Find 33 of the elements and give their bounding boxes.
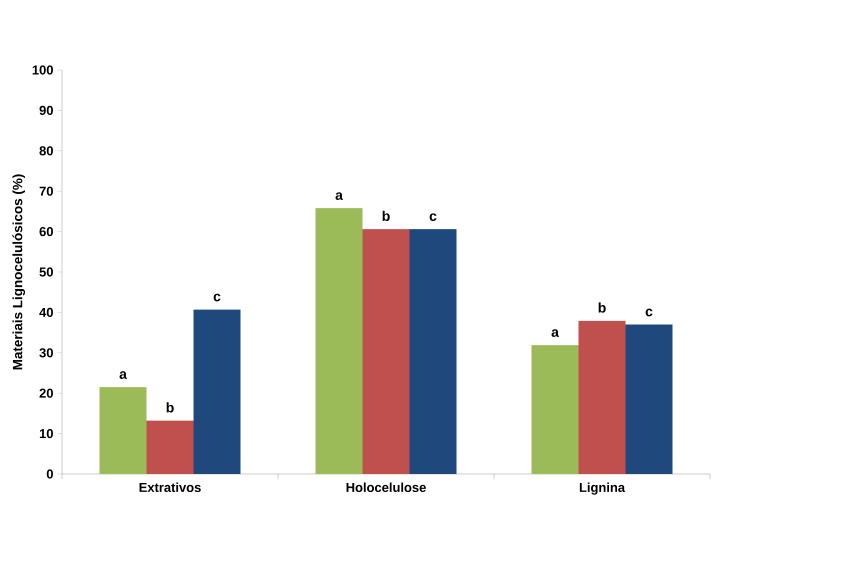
- x-tick-label: Lignina: [580, 482, 626, 495]
- bar: [532, 345, 579, 474]
- bar: [410, 229, 457, 474]
- y-tick-label: 80: [39, 146, 53, 156]
- data-label: a: [336, 192, 343, 200]
- y-axis-title: Materiais Lignocelulósicos (%): [12, 174, 26, 370]
- y-tick-label: 40: [39, 308, 53, 317]
- data-label: b: [382, 210, 390, 221]
- bar: [626, 324, 673, 474]
- data-label: b: [598, 302, 606, 313]
- y-tick-label: 20: [40, 388, 53, 398]
- data-label: a: [552, 329, 559, 337]
- y-tick-label: 100: [32, 65, 53, 75]
- y-tick-label: 90: [40, 106, 53, 115]
- x-tick-label: Extrativos: [140, 482, 201, 492]
- bar: [194, 310, 241, 474]
- bar: [362, 229, 410, 474]
- bar: [578, 320, 626, 474]
- y-tick-label: 60: [40, 227, 53, 236]
- bar: [100, 387, 147, 474]
- data-label: c: [214, 294, 220, 302]
- bar: [146, 420, 194, 474]
- data-label: c: [646, 308, 652, 316]
- y-tick-label: 70: [40, 186, 53, 196]
- y-tick-label: 0: [46, 469, 53, 479]
- data-label: a: [120, 371, 127, 379]
- y-tick-label: 50: [39, 267, 53, 277]
- y-tick-label: 30: [39, 348, 53, 358]
- data-label: c: [430, 213, 436, 221]
- y-tick-label: 10: [40, 429, 53, 438]
- bar: [316, 208, 363, 474]
- x-tick-label: Holocelulose: [346, 482, 426, 492]
- data-label: b: [166, 402, 174, 412]
